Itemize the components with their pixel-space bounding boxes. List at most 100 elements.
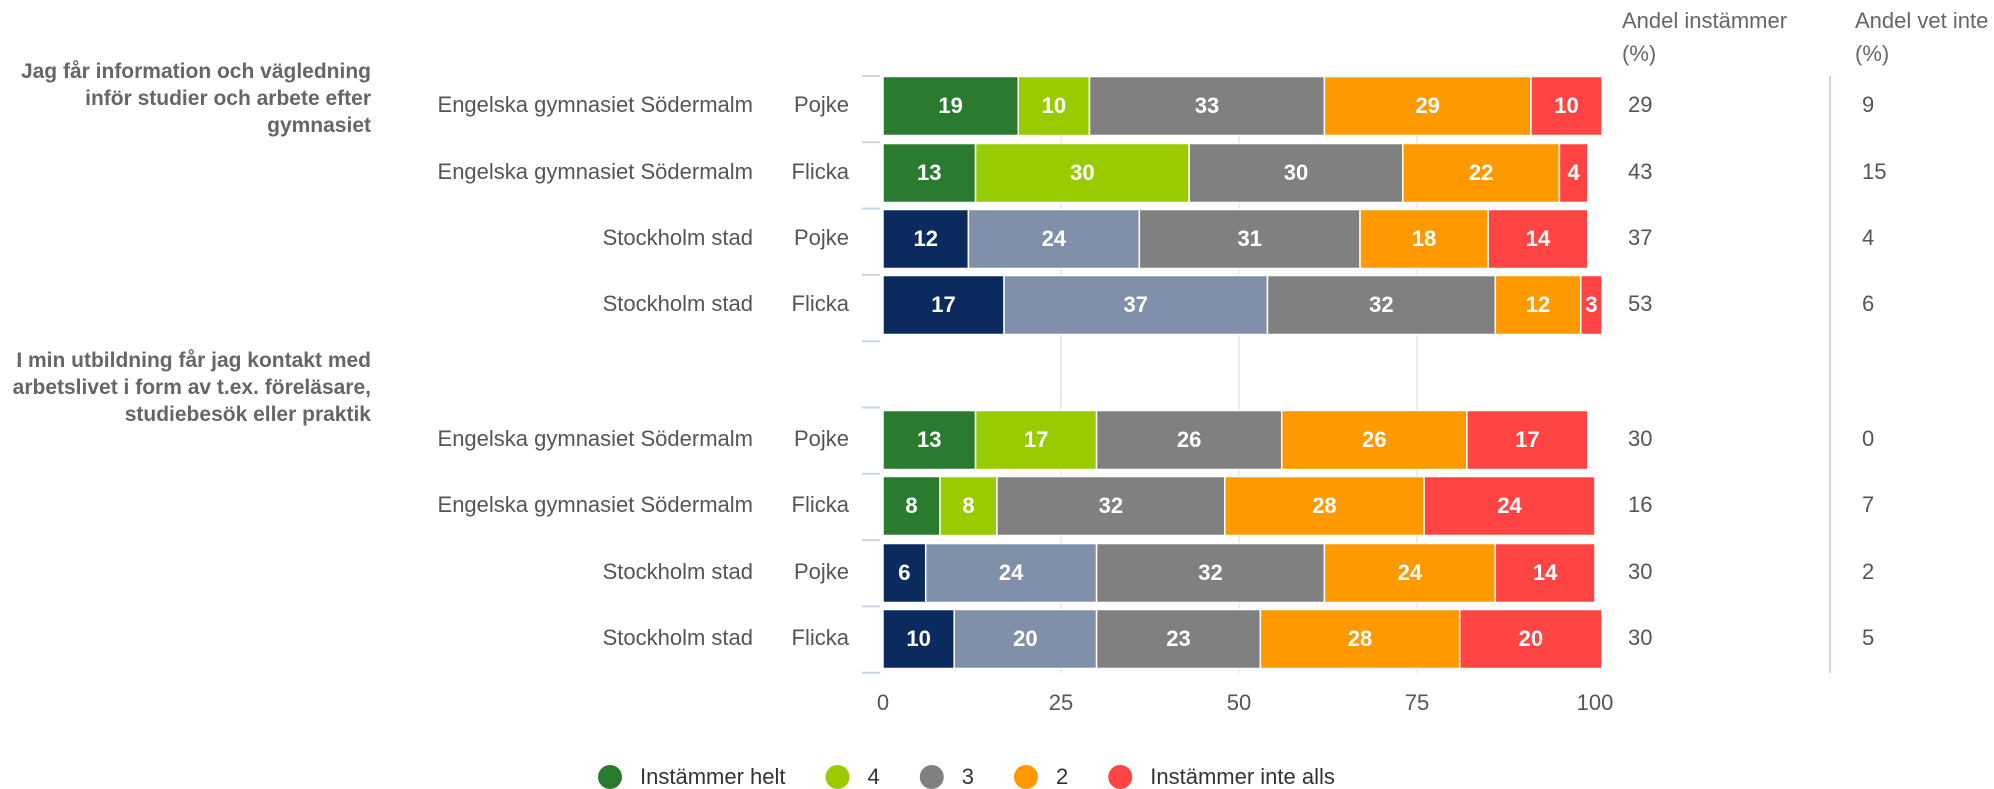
column-value: 0	[1862, 426, 1874, 451]
question-label: Jag får information och vägledning inför…	[20, 60, 371, 137]
bar-segment	[924, 542, 1098, 604]
x-tick-label: 75	[1405, 690, 1429, 715]
column-value: 5	[1862, 625, 1874, 650]
column-value: 30	[1628, 625, 1652, 650]
bar-segment	[1088, 75, 1326, 137]
data-label: 32	[1099, 493, 1123, 518]
row-label: Engelska gymnasiet Södermalm	[438, 92, 753, 117]
data-label: 17	[1515, 427, 1539, 452]
bar-segment	[996, 475, 1226, 537]
bar-segment	[1323, 542, 1497, 604]
data-label: 32	[1369, 292, 1393, 317]
data-label: 28	[1348, 626, 1372, 651]
legend-marker	[598, 765, 622, 789]
x-tick-label: 0	[877, 690, 889, 715]
legend-label: Instämmer inte alls	[1150, 764, 1335, 789]
data-label: 29	[1415, 93, 1439, 118]
column-value: 4	[1862, 225, 1874, 250]
x-tick-label: 100	[1577, 690, 1614, 715]
data-label: 28	[1312, 493, 1336, 518]
bar-segment	[967, 208, 1141, 270]
row-sublabel: Pojke	[794, 92, 849, 117]
data-label: 13	[917, 160, 941, 185]
data-label: 12	[913, 226, 937, 251]
data-label: 8	[905, 493, 917, 518]
bar-segment	[1458, 608, 1603, 670]
row-label: Engelska gymnasiet Södermalm	[438, 159, 753, 184]
row-sublabel: Pojke	[794, 225, 849, 250]
bar-segment	[1095, 608, 1262, 670]
data-label: 24	[1497, 493, 1522, 518]
legend-marker	[825, 765, 850, 789]
column-value: 15	[1862, 159, 1886, 184]
bar-segment	[1224, 475, 1425, 537]
data-label: 26	[1177, 427, 1201, 452]
data-label: 37	[1124, 292, 1148, 317]
bar-segment	[882, 142, 977, 204]
bar-segment	[1423, 475, 1596, 537]
column-value: 16	[1628, 492, 1652, 517]
legend-label: 2	[1056, 764, 1068, 789]
data-label: 23	[1166, 626, 1190, 651]
data-label: 31	[1237, 226, 1261, 251]
bar-segment	[1266, 274, 1497, 336]
bar-segment	[939, 475, 998, 537]
bar-segment	[882, 75, 1020, 137]
x-tick-label: 50	[1227, 690, 1251, 715]
legend-marker	[1014, 765, 1038, 789]
data-label: 19	[938, 93, 962, 118]
bar-segment	[1359, 208, 1489, 270]
bar-segment	[1017, 75, 1091, 137]
data-label: 10	[1042, 93, 1066, 118]
data-label: 17	[931, 292, 955, 317]
data-label: 24	[1042, 226, 1067, 251]
column-value: 7	[1862, 492, 1874, 517]
data-label: 14	[1533, 560, 1558, 585]
bar-segment	[1402, 142, 1561, 204]
row-sublabel: Flicka	[792, 291, 850, 316]
data-label: 17	[1024, 427, 1048, 452]
row-label: Engelska gymnasiet Södermalm	[438, 492, 753, 517]
legend-label: 4	[868, 764, 880, 789]
column-value: 29	[1628, 92, 1652, 117]
bar-segment	[1095, 542, 1326, 604]
row-sublabel: Pojke	[794, 559, 849, 584]
row-sublabel: Flicka	[792, 492, 850, 517]
data-label: 18	[1412, 226, 1436, 251]
bar-segment	[1188, 142, 1404, 204]
data-label: 30	[1284, 160, 1308, 185]
data-label: 32	[1198, 560, 1222, 585]
row-label: Stockholm stad	[603, 625, 753, 650]
data-label: 14	[1526, 226, 1551, 251]
bar-segment	[882, 274, 1005, 336]
column-value: 6	[1862, 291, 1874, 316]
bar-segment	[953, 608, 1098, 670]
bar-segment	[882, 475, 941, 537]
bar-segment	[1487, 208, 1589, 270]
row-label: Stockholm stad	[603, 225, 753, 250]
column-value: 2	[1862, 559, 1874, 584]
data-label: 24	[1398, 560, 1423, 585]
bar-segment	[1580, 274, 1603, 336]
bar-segment	[1095, 409, 1283, 471]
bar-segment	[1494, 274, 1582, 336]
row-label: Stockholm stad	[603, 291, 753, 316]
bar-segment	[1530, 75, 1603, 137]
bar-segment	[1323, 75, 1532, 137]
data-label: 33	[1195, 93, 1219, 118]
data-label: 3	[1585, 292, 1597, 317]
column-header: Andel vet inte (%)	[1855, 8, 1989, 66]
bar-segment	[974, 409, 1098, 471]
data-label: 10	[1554, 93, 1578, 118]
data-label: 22	[1469, 160, 1493, 185]
data-label: 12	[1526, 292, 1550, 317]
column-value: 53	[1628, 291, 1652, 316]
legend-label: 3	[962, 764, 974, 789]
data-label: 8	[962, 493, 974, 518]
bar-segment	[1466, 409, 1589, 471]
data-label: 20	[1519, 626, 1543, 651]
column-value: 9	[1862, 92, 1874, 117]
row-label: Engelska gymnasiet Södermalm	[438, 426, 753, 451]
x-tick-label: 25	[1049, 690, 1073, 715]
row-label: Stockholm stad	[603, 559, 753, 584]
